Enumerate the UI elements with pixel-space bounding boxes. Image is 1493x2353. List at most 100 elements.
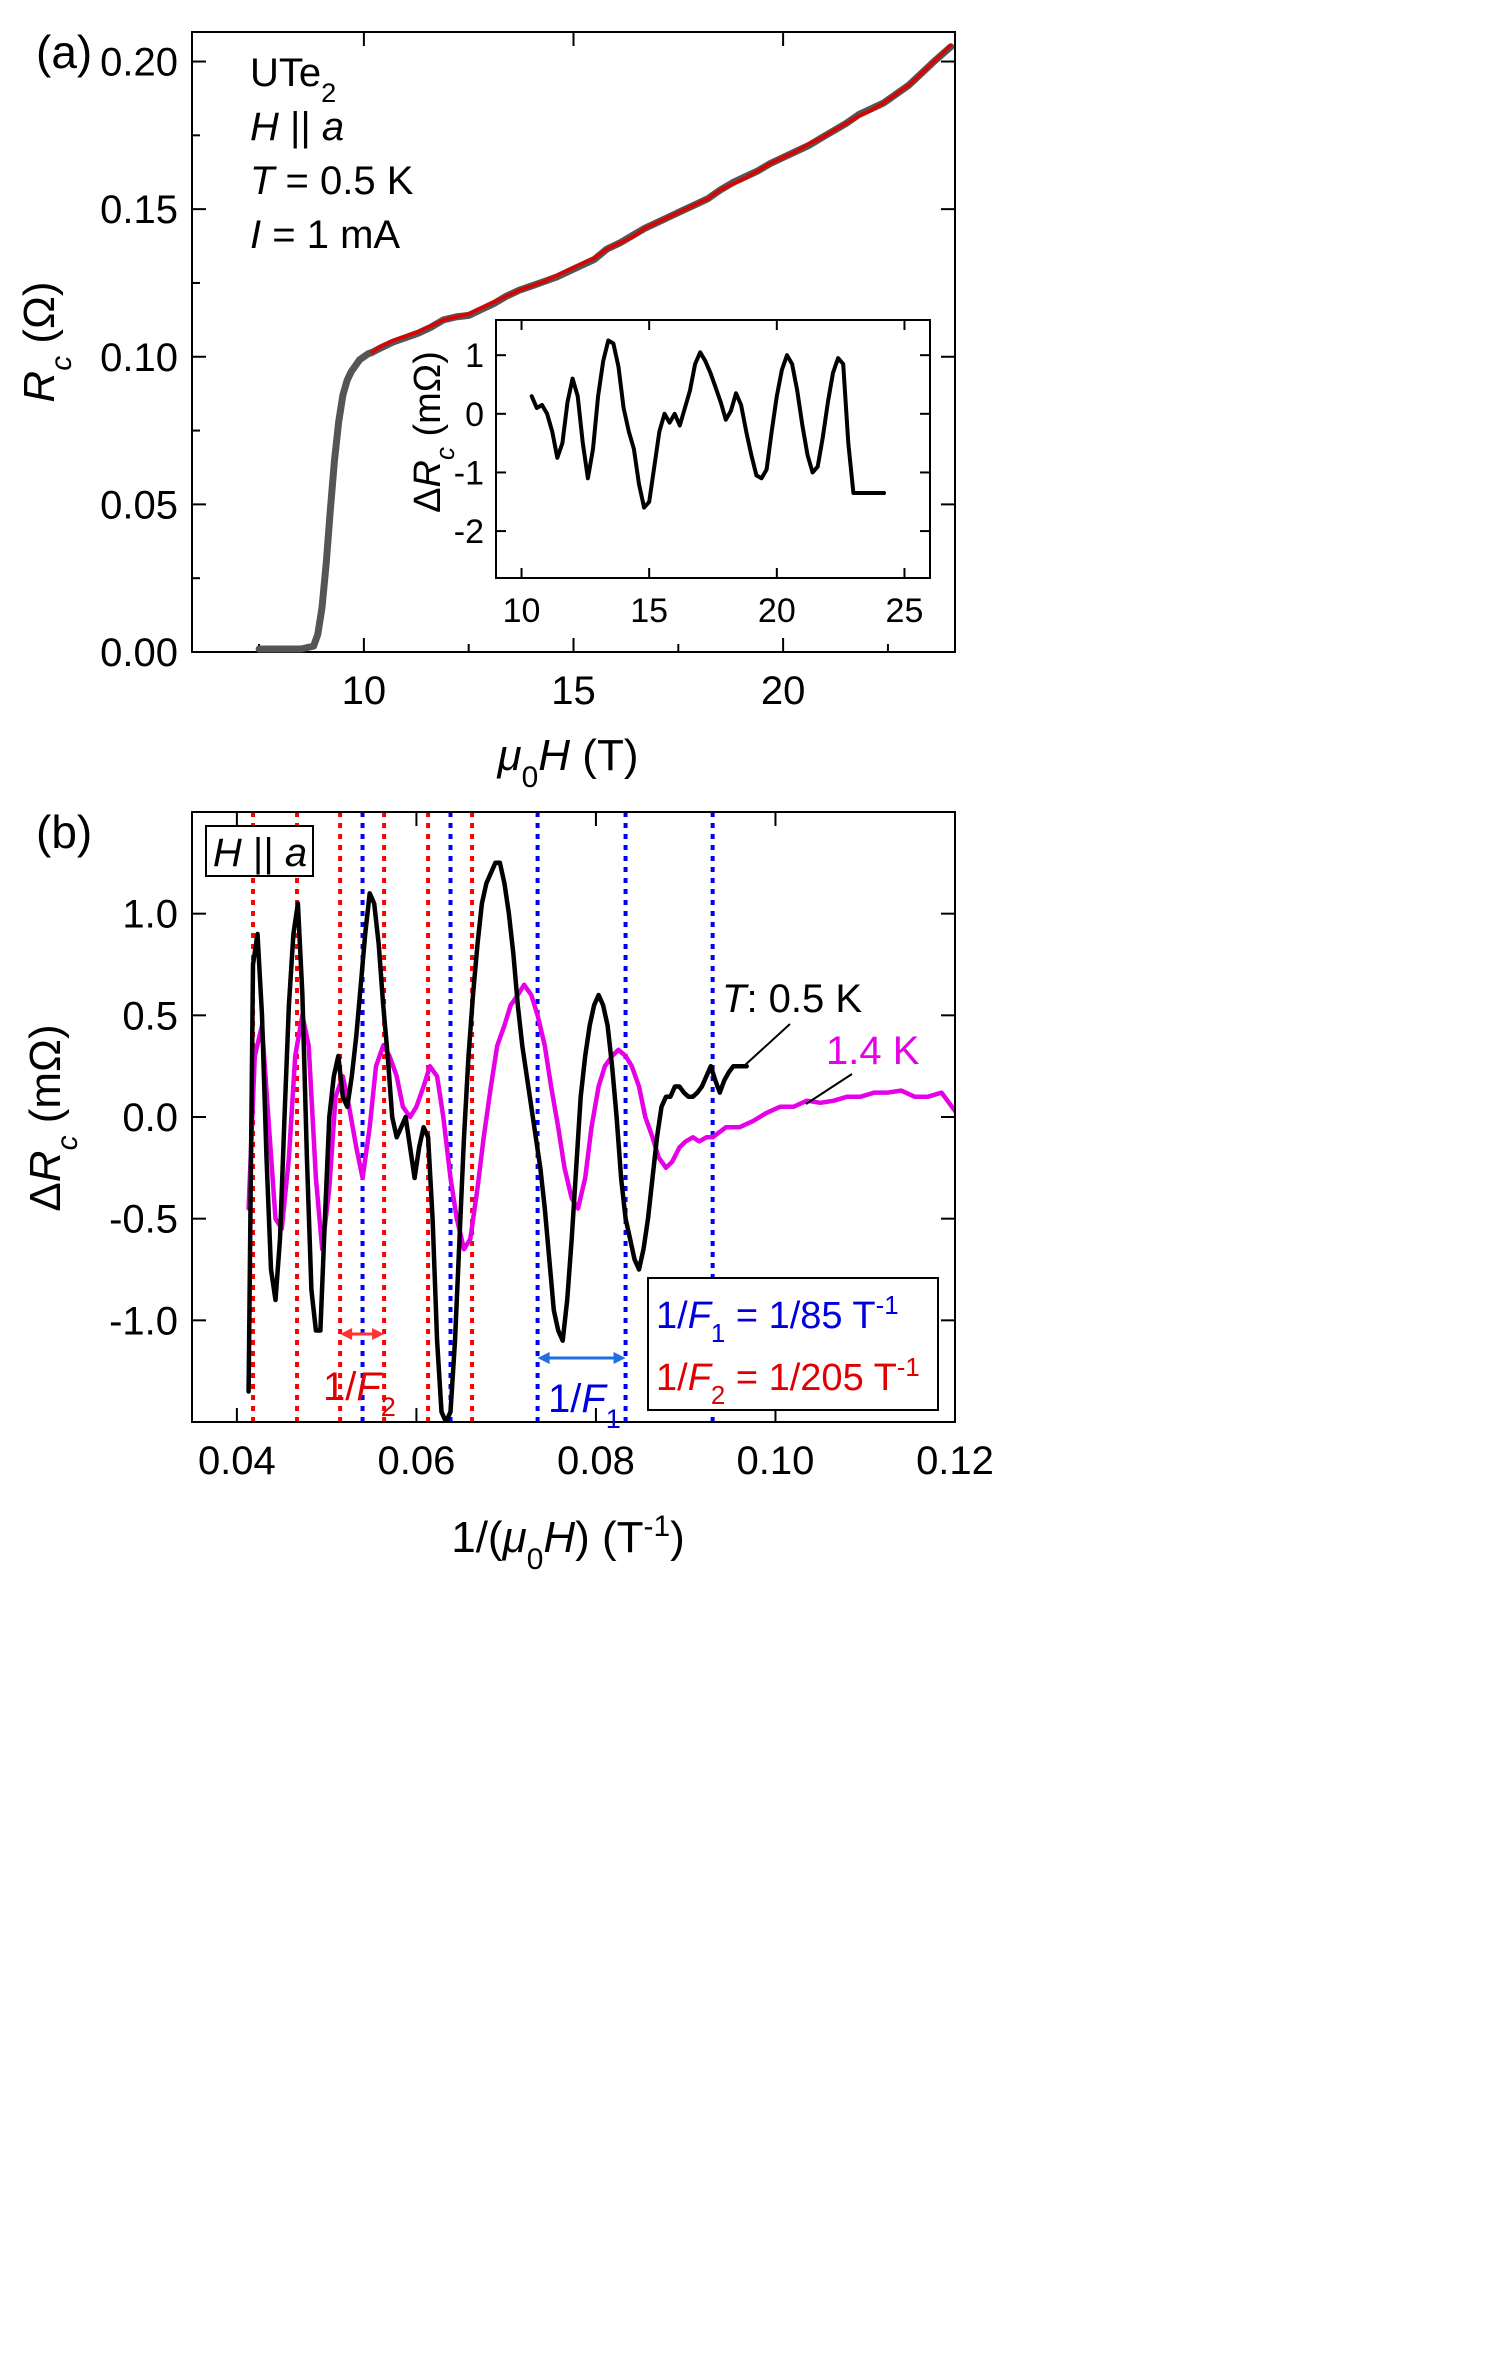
legend-F1-part: F (688, 1295, 713, 1337)
annotation-current-part: I (250, 213, 261, 257)
inset-axis-label: ΔRc (mΩ) (407, 351, 460, 513)
x-tick-label: 0.08 (557, 1439, 635, 1483)
y-axis-label-part: R (21, 1150, 70, 1182)
bracket-label-F2-part: F (356, 1365, 383, 1409)
inset-frame (495, 319, 931, 579)
y-axis-label-part: (Ω) (15, 281, 64, 355)
series-1p4K (246, 982, 955, 1252)
field-direction-box (205, 825, 314, 877)
y-tick-label: 0.10 (100, 336, 178, 380)
x-axis-label-part: (T) (570, 731, 638, 780)
arrow-F2 (340, 1328, 385, 1340)
legend-F2: 1/F2 = 1/205 T-1 (656, 1354, 920, 1410)
legend-F2-part: 2 (711, 1382, 725, 1410)
arrow-F1-head-right (613, 1352, 626, 1364)
inset-y-tick-label: 1 (465, 337, 484, 375)
inset-x-tick-label: 25 (886, 592, 924, 630)
bracket-label-F2-part: 1/ (323, 1365, 357, 1409)
leader-0p5K (743, 1023, 791, 1067)
inset-axis-label-part: Δ (407, 487, 449, 512)
annotation-temperature: T = 0.5 K (250, 159, 414, 203)
bracket-label-F2: 1/F2 (323, 1365, 396, 1422)
y-axis-label: Rc (Ω) (15, 281, 78, 402)
x-axis-label-part: μ (502, 1513, 527, 1562)
panel-b: (b) -1.0 -0.5 0.0 0.5 1.0 0.04 0.06 0.08 0.10 0.12… (21, 806, 994, 1576)
inset-x-tick-label: 15 (630, 592, 668, 630)
legend-F2-part: F (688, 1357, 713, 1399)
inset-y-tick-label: -1 (454, 454, 484, 492)
y-tick-label: 0.0 (122, 1096, 178, 1140)
inset-axis-label-part: (mΩ) (407, 351, 449, 447)
annotation-field-dir-part: H (250, 105, 279, 149)
x-tick-label: 0.06 (377, 1439, 455, 1483)
legend-F2-part: -1 (897, 1354, 920, 1382)
legend-F1-part: 1 (711, 1320, 725, 1348)
arrow-F2-head-right (372, 1328, 385, 1340)
x-tick-label: 15 (551, 669, 596, 713)
legend-F1-part: 1/ (656, 1295, 688, 1337)
inset-y-tick-label: 0 (465, 396, 484, 434)
annotation-field-dir: H || a (250, 105, 344, 149)
field-direction-label-part: a (285, 831, 307, 875)
x-axis-label-part: H (543, 1513, 575, 1562)
x-axis-label-part: -1 (644, 1510, 671, 1543)
arrow-F1 (537, 1352, 626, 1364)
x-axis-label: 1/(μ0H) (T-1) (451, 1510, 685, 1576)
y-axis-label-part: Δ (21, 1182, 70, 1211)
x-tick-label: 10 (342, 669, 387, 713)
bracket-label-F2-part: 2 (381, 1391, 396, 1422)
leader-1p4K (805, 1073, 853, 1105)
field-direction-label-part: H (213, 831, 242, 875)
y-tick-label: 0.15 (100, 188, 178, 232)
y-tick-label: 0.20 (100, 41, 178, 85)
y-tick-label: 0.5 (122, 994, 178, 1038)
label-1p4K: 1.4 K (826, 1029, 920, 1073)
field-direction-label: H || a (213, 831, 307, 875)
annotation-material: UTe2 (250, 51, 336, 108)
series-red (370, 43, 953, 355)
x-axis-label-part: 1/( (451, 1513, 503, 1562)
annotation-material-part: 2 (321, 77, 336, 108)
x-tick-label: 0.12 (916, 1439, 994, 1483)
bracket-label-F1: 1/F1 (548, 1377, 621, 1434)
x-axis-label-part: ) (T (575, 1513, 643, 1562)
inset-x-tick-label: 20 (758, 592, 796, 630)
x-axis-label-part: ) (670, 1513, 685, 1562)
annotation-field-dir-part: a (322, 105, 344, 149)
field-direction-label-part: || (242, 831, 285, 875)
inset-y-tick-label: -2 (454, 513, 484, 551)
legend-F2-part: 1/ (656, 1357, 688, 1399)
legend-F1-part: = 1/85 T (725, 1295, 875, 1337)
annotation-current-part: = 1 mA (261, 213, 400, 257)
inset-series (529, 338, 886, 510)
y-tick-label: -1.0 (109, 1299, 178, 1343)
y-axis-label-part: c (51, 1135, 84, 1150)
panel-b-plot (246, 812, 955, 1422)
bracket-label-F1-part: 1/ (548, 1377, 582, 1421)
x-tick-label: 0.04 (198, 1439, 276, 1483)
x-axis-label-part: H (538, 731, 570, 780)
bracket-label-F1-part: F (581, 1377, 608, 1421)
arrow-F2-head-left (340, 1328, 353, 1340)
annotation-material-part: UTe (250, 51, 321, 95)
x-tick-label: 20 (761, 669, 806, 713)
x-axis-label-part: 0 (522, 761, 539, 794)
y-tick-label: 1.0 (122, 893, 178, 937)
series-0p5K (246, 860, 749, 1422)
label-0p5K-part: : 0.5 K (746, 977, 862, 1021)
x-axis-label-part: μ (497, 731, 522, 780)
y-axis-label-part: R (15, 371, 64, 403)
inset-axis-label-part: R (407, 460, 449, 487)
inset: -2 -1 0 1 10 15 20 25 ΔRc (mΩ) (407, 319, 931, 630)
panel-a-label: (a) (36, 26, 92, 78)
annotation-temperature-part: T (250, 159, 277, 203)
panel-b-label: (b) (36, 806, 92, 858)
legend-F1-part: -1 (876, 1292, 899, 1320)
legend-box (647, 1277, 939, 1411)
legend-F2-part: = 1/205 T (725, 1357, 896, 1399)
y-tick-label: 0.05 (100, 483, 178, 527)
bracket-label-F1-part: 1 (606, 1403, 621, 1434)
annotation-temperature-part: = 0.5 K (274, 159, 413, 203)
